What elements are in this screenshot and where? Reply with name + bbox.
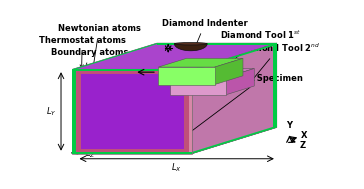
Polygon shape [174,44,207,51]
Polygon shape [72,69,192,154]
Polygon shape [158,58,243,67]
Polygon shape [72,43,277,69]
Polygon shape [170,77,226,95]
Text: $v_T$: $v_T$ [158,66,170,76]
Text: X: X [301,131,308,140]
Polygon shape [76,71,189,152]
Polygon shape [72,127,160,154]
Polygon shape [157,43,277,45]
Text: Copper Specimen: Copper Specimen [184,74,303,137]
Polygon shape [72,152,192,154]
Polygon shape [170,69,254,77]
Polygon shape [192,126,277,154]
Polygon shape [192,43,277,71]
Text: $v_I$: $v_I$ [153,42,162,53]
Polygon shape [226,69,254,95]
Polygon shape [158,67,215,84]
Text: Diamond Tool 1$^{st}$: Diamond Tool 1$^{st}$ [221,29,302,62]
Text: $L_X$: $L_X$ [171,161,182,174]
Polygon shape [215,58,243,84]
Text: Diamond Indenter: Diamond Indenter [162,19,248,47]
Polygon shape [273,43,277,127]
Text: Z: Z [300,141,306,150]
Text: Newtonian atoms: Newtonian atoms [58,24,141,71]
Text: $L_Y$: $L_Y$ [46,105,57,118]
Polygon shape [72,127,277,154]
Text: $L_Z$: $L_Z$ [86,147,96,160]
Polygon shape [72,126,277,154]
Text: Thermostat atoms: Thermostat atoms [39,36,126,68]
Text: Diamond Tool 2$^{nd}$: Diamond Tool 2$^{nd}$ [237,41,321,82]
Polygon shape [72,69,192,71]
Polygon shape [192,43,277,154]
Text: Y: Y [286,121,293,130]
Polygon shape [81,74,184,149]
Text: Boundary atoms: Boundary atoms [51,48,128,103]
Polygon shape [72,43,160,69]
Polygon shape [157,126,277,127]
Ellipse shape [174,43,207,45]
Polygon shape [72,69,76,154]
